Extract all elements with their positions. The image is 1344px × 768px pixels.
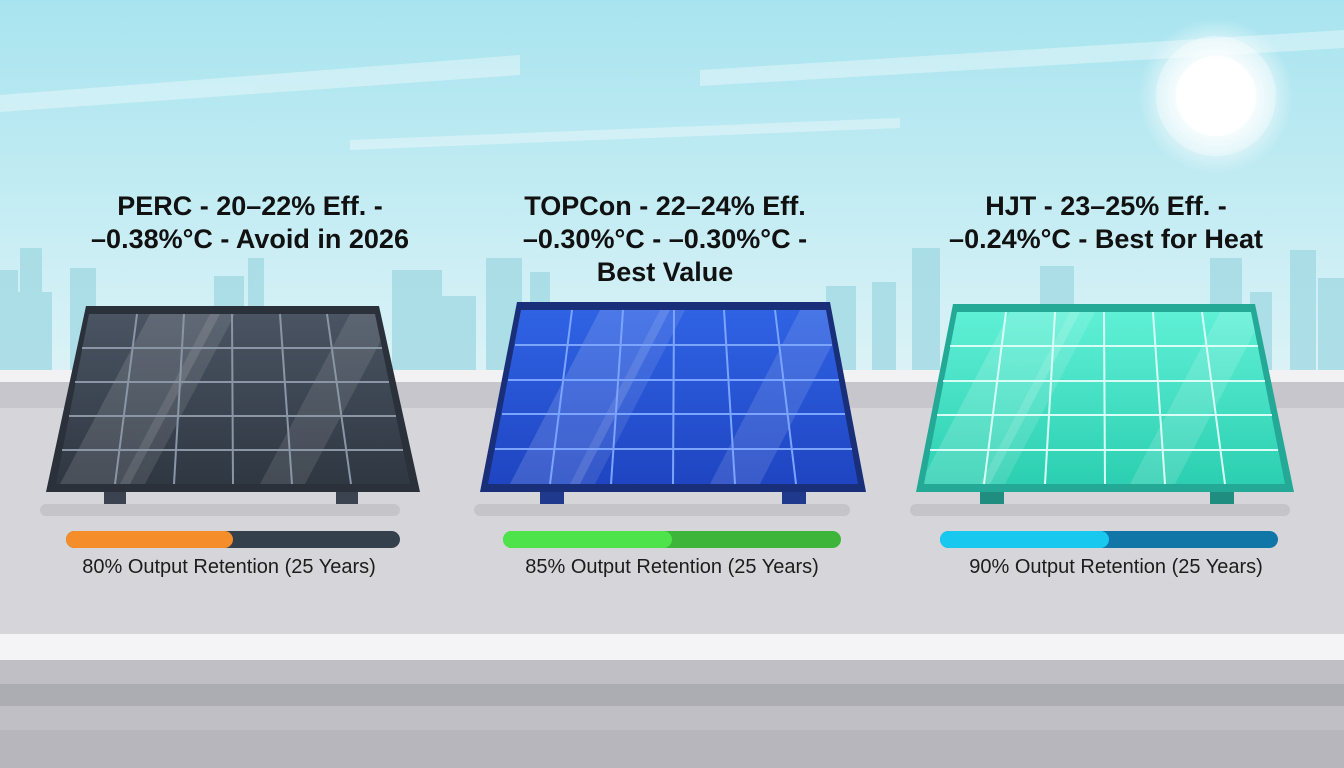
- hjt-retention-caption: 90% Output Retention (25 Years): [969, 556, 1263, 578]
- hjt-solar-panel: [916, 304, 1294, 504]
- perc-retention-fill: [66, 531, 233, 548]
- topcon-retention-caption: 85% Output Retention (25 Years): [525, 556, 819, 578]
- hjt-label: HJT - 23–25% Eff. - –0.24%°C - Best for …: [896, 190, 1316, 256]
- hjt-label-line: HJT - 23–25% Eff. -: [985, 191, 1227, 221]
- topcon-retention-bar: [503, 531, 841, 548]
- topcon-retention-fill: [503, 531, 672, 548]
- sun-icon: [1138, 18, 1294, 174]
- hjt-retention-bar: [940, 531, 1278, 548]
- hjt-retention-fill: [940, 531, 1109, 548]
- topcon-label-line: –0.30%°C - –0.30%°C -: [522, 224, 808, 254]
- topcon-label-line: TOPCon - 22–24% Eff.: [524, 191, 806, 221]
- perc-retention-caption: 80% Output Retention (25 Years): [82, 556, 376, 578]
- hjt-panel-shadow: [910, 504, 1290, 516]
- hjt-label-line: –0.24%°C - Best for Heat: [949, 224, 1263, 254]
- topcon-label-line: Best Value: [596, 257, 734, 287]
- topcon-label: TOPCon - 22–24% Eff. –0.30%°C - –0.30%°C…: [455, 190, 875, 289]
- topcon-panel-shadow: [474, 504, 850, 516]
- perc-retention-bar: [66, 531, 400, 548]
- perc-label: PERC - 20–22% Eff. - –0.38%°C - Avoid in…: [40, 190, 460, 256]
- perc-label-line: PERC - 20–22% Eff. -: [117, 191, 383, 221]
- perc-panel-shadow: [40, 504, 400, 516]
- roof-ledge: [0, 634, 1344, 660]
- perc-label-line: –0.38%°C - Avoid in 2026: [91, 224, 409, 254]
- perc-solar-panel: [46, 306, 420, 504]
- topcon-solar-panel: [480, 302, 866, 504]
